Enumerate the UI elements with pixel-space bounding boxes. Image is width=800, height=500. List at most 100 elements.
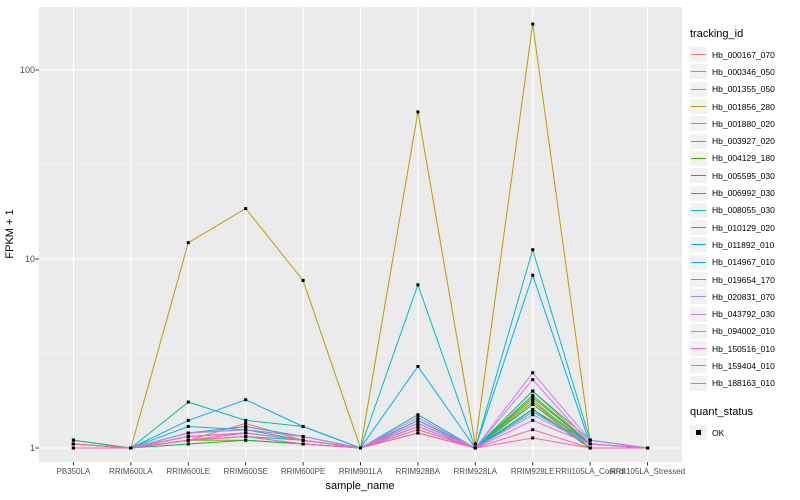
data-point-marker — [244, 435, 248, 439]
data-point-marker — [186, 431, 190, 435]
legend-item: Hb_020831_070 — [690, 288, 800, 305]
legend-key-line-icon — [691, 244, 706, 246]
data-point-marker — [531, 22, 535, 26]
legend-item-label: Hb_011892_010 — [712, 239, 775, 250]
legend-item-label: Hb_003927_020 — [712, 136, 775, 147]
legend-item-label: Hb_043792_030 — [712, 309, 775, 320]
data-point-marker — [416, 413, 420, 417]
x-tick-label-RRIM600PE: RRIM600PE — [280, 467, 326, 476]
data-point-marker — [588, 442, 592, 446]
legend-item-label: Hb_159404_010 — [712, 360, 775, 371]
x-tick-label-RRIM600LA: RRIM600LA — [109, 467, 153, 476]
data-point-marker — [531, 378, 535, 382]
legend-key-line-icon — [691, 227, 706, 229]
legend-key-swatch — [690, 358, 707, 374]
data-point-marker — [71, 442, 75, 446]
legend-item-label: OK — [712, 427, 725, 438]
legend-key-line-icon — [691, 123, 706, 125]
data-point-marker — [359, 446, 362, 450]
legend-item-label: Hb_019654_170 — [712, 274, 775, 285]
data-point-marker — [531, 418, 535, 422]
legend-item: Hb_014967_010 — [690, 254, 800, 271]
legend-key-swatch — [690, 202, 707, 218]
data-point-marker — [531, 413, 535, 417]
legend-item-label: Hb_001880_020 — [712, 118, 775, 129]
data-point-marker — [301, 435, 305, 439]
data-point-marker — [588, 446, 592, 450]
x-tick-label-RRIM928LA: RRIM928LA — [453, 467, 498, 476]
legend-key-swatch — [690, 168, 707, 184]
legend-key-line-icon — [691, 175, 706, 177]
legend-key-swatch — [690, 254, 707, 270]
legend-key-line-icon — [691, 261, 706, 263]
legend-item-label: Hb_000167_070 — [712, 49, 775, 60]
legend-key-swatch — [690, 81, 707, 97]
data-point-marker — [129, 446, 133, 450]
data-point-marker — [416, 418, 420, 422]
data-point-marker — [244, 421, 248, 425]
legend-item: Hb_094002_010 — [690, 323, 800, 340]
data-point-marker — [244, 424, 248, 428]
data-point-marker — [186, 418, 190, 422]
legend-key-line-icon — [691, 296, 706, 298]
legend-key-swatch — [690, 272, 707, 287]
data-point-marker — [244, 428, 248, 432]
legend-key-line-icon — [691, 71, 706, 73]
data-point-marker — [646, 446, 650, 450]
legend-key-swatch — [690, 64, 707, 80]
legend-key-line-icon — [691, 209, 706, 211]
data-point-marker — [71, 446, 75, 450]
data-point-marker — [531, 371, 535, 375]
legend-item-label: Hb_150516_010 — [712, 343, 775, 354]
legend-item: Hb_019654_170 — [690, 271, 800, 288]
legend-key-swatch — [690, 220, 707, 236]
legend-item: Hb_008055_030 — [690, 202, 800, 219]
legend-key-line-icon — [691, 106, 706, 108]
legend-key-line-icon — [691, 192, 706, 194]
data-point-marker — [301, 278, 305, 282]
data-point-marker — [416, 421, 420, 425]
legend-key-swatch — [690, 133, 707, 149]
legend-key-line-icon — [691, 365, 706, 367]
data-point-marker — [416, 428, 420, 432]
legend-key-swatch — [690, 116, 707, 132]
x-tick-label-RRII105LA_Stressed: RRII105LA_Stressed — [609, 467, 686, 476]
data-point-marker — [301, 424, 305, 428]
legend-item: Hb_006992_030 — [690, 184, 800, 201]
legend-item-label: Hb_014967_010 — [712, 257, 775, 268]
data-point-marker — [244, 418, 248, 422]
quant-legend-title: quant_status — [690, 405, 753, 418]
legend-item: Hb_001856_280 — [690, 98, 800, 115]
black-square-point-icon — [696, 430, 701, 436]
data-point-marker — [416, 364, 420, 368]
data-point-marker — [186, 438, 190, 442]
legend-item-label: Hb_008055_030 — [712, 205, 775, 216]
x-tick-label-RRIM928LE: RRIM928LE — [510, 467, 555, 476]
legend-key-swatch — [690, 375, 707, 391]
legend-item-label: Hb_006992_030 — [712, 188, 775, 199]
x-tick-label-RRIM600LE: RRIM600LE — [166, 467, 211, 476]
x-tick-label-RRII105LA_Control: RRII105LA_Control — [555, 467, 625, 476]
x-tick-label-RRIM928BA: RRIM928BA — [395, 467, 441, 476]
legend-title: tracking_id — [690, 28, 744, 40]
legend-item: Hb_003927_020 — [690, 132, 800, 149]
data-point-marker — [301, 438, 305, 442]
data-point-marker — [531, 410, 535, 414]
data-point-marker — [531, 248, 535, 252]
legend-item-label: Hb_020831_070 — [712, 291, 775, 302]
data-point-marker — [473, 446, 477, 450]
legend-item: Hb_000346_050 — [690, 63, 800, 80]
legend-item: Hb_010129_020 — [690, 219, 800, 236]
quant-ok-key — [690, 425, 707, 441]
x-tick-label-RRIM901LA: RRIM901LA — [338, 467, 383, 476]
legend-item: Hb_001355_050 — [690, 81, 800, 98]
legend-key-line-icon — [691, 330, 706, 332]
legend-key-swatch — [690, 185, 707, 201]
legend: tracking_id Hb_000167_070 Hb_000346_050 Hb… — [690, 28, 800, 441]
x-tick-label-RRIM600SE: RRIM600SE — [223, 467, 268, 476]
legend-item-label: Hb_000346_050 — [712, 66, 775, 77]
legend-item-label: Hb_094002_010 — [712, 326, 775, 337]
data-point-marker — [531, 396, 535, 400]
data-point-marker — [531, 400, 535, 404]
